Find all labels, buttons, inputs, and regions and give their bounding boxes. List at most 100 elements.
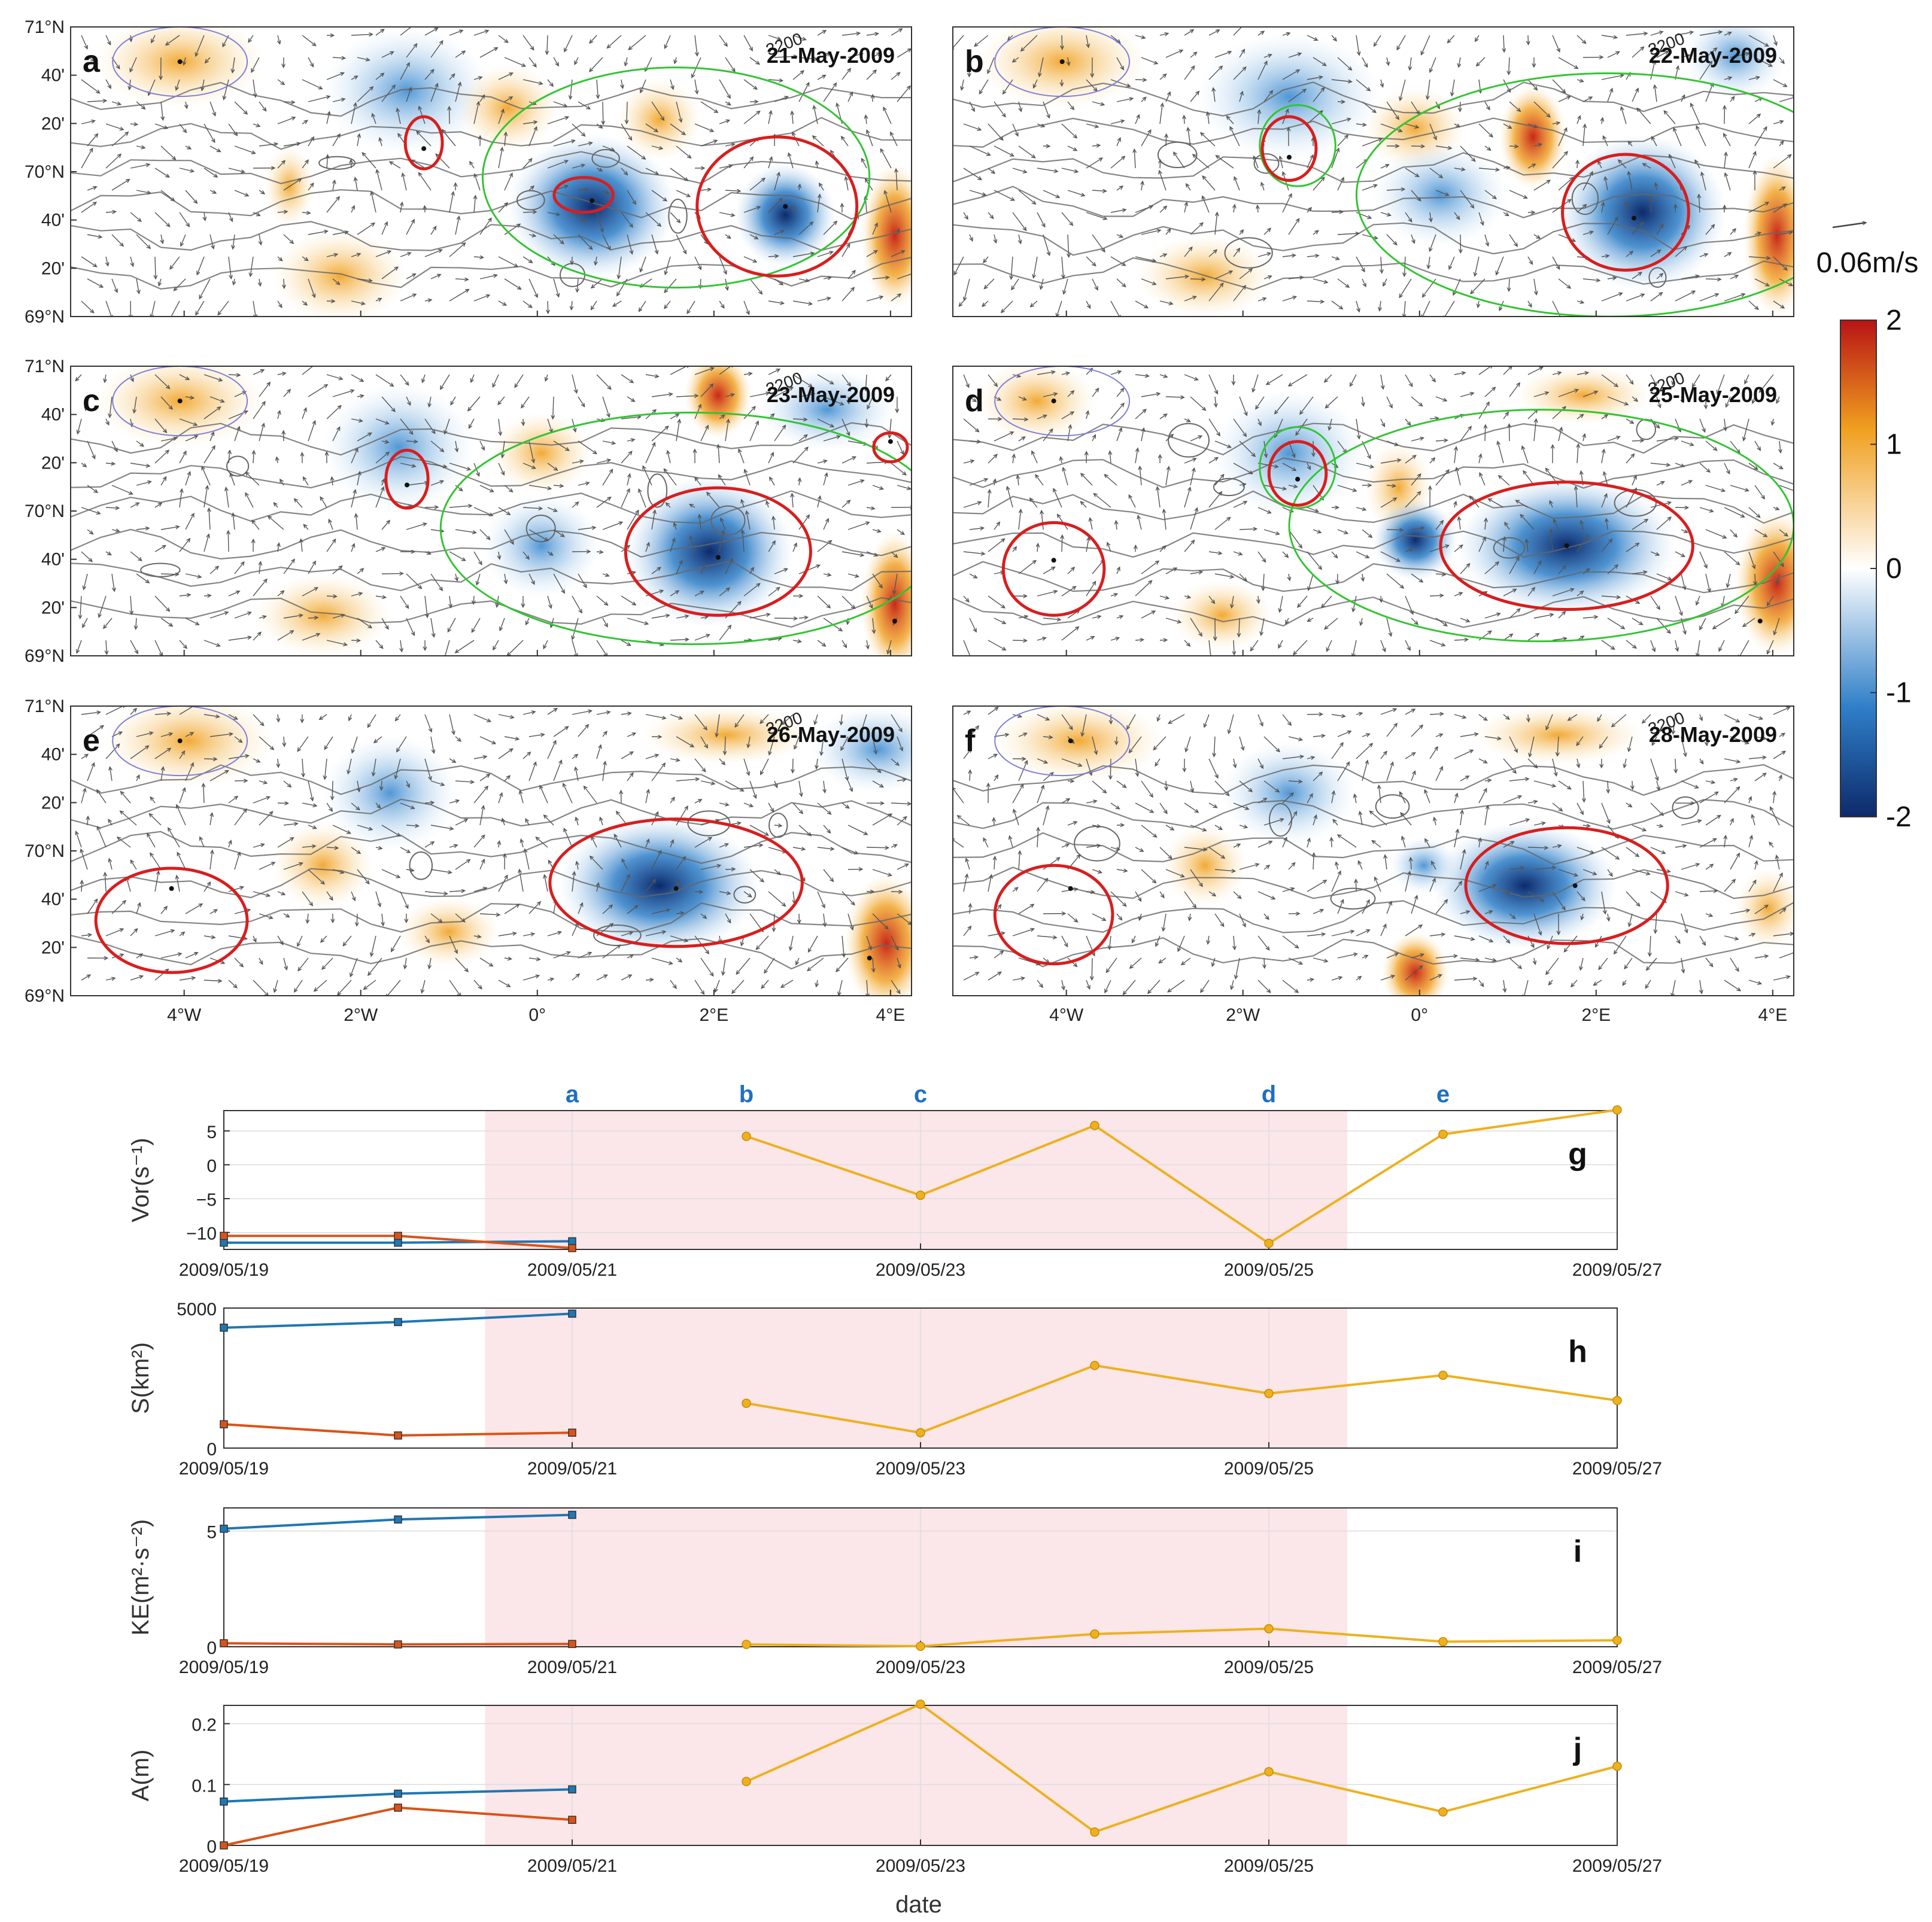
- velocity-arrow: [204, 212, 205, 220]
- velocity-arrow: [278, 35, 280, 44]
- velocity-arrow: [591, 300, 597, 309]
- velocity-arrow: [553, 141, 575, 147]
- bathymetry-loop: [1253, 153, 1280, 174]
- velocity-arrow: [1135, 35, 1145, 38]
- velocity-arrow: [523, 300, 532, 308]
- data-point: [220, 1797, 228, 1806]
- velocity-arrow: [136, 234, 150, 248]
- velocity-arrow: [196, 35, 205, 56]
- velocity-arrow: [1650, 32, 1663, 36]
- velocity-arrow: [154, 168, 169, 177]
- velocity-arrow: [455, 217, 459, 235]
- x-tick-label: 2009/05/25: [1224, 1658, 1314, 1677]
- velocity-arrow: [676, 145, 691, 158]
- velocity-arrow: [725, 101, 731, 105]
- velocity-arrow: [479, 218, 491, 235]
- velocity-arrow: [179, 212, 189, 227]
- velocity-arrow: [111, 101, 121, 105]
- velocity-arrow: [185, 146, 191, 149]
- velocity-arrow: [332, 232, 348, 235]
- time-series-panels: a b c d e 5 0 −5 −10 2009/05/19 2009/05/21 2009/05/…: [127, 1081, 1662, 1876]
- velocity-arrow: [700, 234, 707, 244]
- data-point: [568, 1815, 576, 1824]
- velocity-arrow: [1626, 34, 1647, 35]
- velocity-arrow: [768, 35, 780, 39]
- velocity-arrow: [602, 190, 609, 194]
- velocity-arrow: [327, 155, 328, 169]
- velocity-arrow: [381, 222, 387, 235]
- velocity-arrow: [1257, 31, 1264, 36]
- colorbar-tick-label: 1: [1886, 429, 1902, 461]
- velocity-arrow: [897, 229, 899, 235]
- velocity-arrow: [1773, 35, 1776, 45]
- data-point: [568, 1309, 576, 1318]
- lat-tick-label: 40': [41, 550, 65, 570]
- eddy-centre: [1572, 883, 1578, 889]
- y-tick-label: 0: [206, 1157, 217, 1176]
- velocity-arrow: [639, 300, 646, 311]
- panel-letter: f: [965, 723, 976, 758]
- velocity-arrow: [1601, 35, 1617, 38]
- lon-tick-label: 4°E: [876, 1005, 906, 1025]
- data-point: [1438, 1807, 1448, 1817]
- velocity-arrow: [302, 256, 308, 260]
- panel-date: 28-May-2009: [1649, 722, 1777, 747]
- vorticity-anomaly-6: [272, 229, 407, 317]
- velocity-arrow: [768, 300, 784, 303]
- velocity-arrow: [160, 145, 175, 160]
- velocity-arrow: [474, 196, 475, 213]
- velocity-arrow: [1184, 30, 1193, 36]
- velocity-arrow: [1012, 640, 1027, 641]
- velocity-arrow: [185, 190, 197, 203]
- data-point: [220, 1238, 228, 1247]
- lat-tick-label: 20': [41, 793, 65, 813]
- velocity-arrow: [590, 57, 603, 72]
- velocity-arrow: [232, 57, 235, 72]
- velocity-arrow: [498, 73, 513, 80]
- velocity-arrow: [253, 124, 260, 126]
- lat-tick-label: 40': [41, 745, 65, 765]
- velocity-arrow: [1208, 30, 1219, 36]
- velocity-arrow: [130, 57, 137, 72]
- velocity-arrow: [645, 123, 658, 132]
- velocity-arrow: [357, 278, 372, 281]
- velocity-arrow: [817, 298, 830, 302]
- velocity-arrow: [816, 161, 818, 169]
- velocity-arrow: [553, 101, 567, 107]
- velocity-arrow: [891, 29, 902, 36]
- data-point: [220, 1231, 228, 1240]
- velocity-arrow: [209, 190, 216, 193]
- x-tick-label: 2009/05/21: [527, 1459, 617, 1479]
- velocity-arrow: [577, 278, 578, 292]
- event-shading: [485, 1705, 1347, 1845]
- velocity-arrow: [1577, 160, 1578, 169]
- velocity-arrow: [406, 87, 411, 102]
- data-point: [568, 1640, 576, 1649]
- eddy-centre: [1287, 154, 1292, 160]
- velocity-arrow: [455, 83, 460, 102]
- data-point: [1612, 1761, 1622, 1771]
- ts-panel-g: 5 0 −5 −10 2009/05/19 2009/05/21 2009/05/23 200…: [127, 1105, 1662, 1280]
- velocity-arrow: [234, 101, 247, 114]
- anticyclone-outline: [112, 27, 248, 98]
- velocity-arrow: [351, 300, 364, 304]
- velocity-arrow: [390, 162, 401, 169]
- bathymetry-loop: [318, 156, 356, 170]
- velocity-arrow: [670, 123, 685, 135]
- velocity-arrow: [504, 224, 520, 235]
- velocity-arrow: [618, 256, 622, 278]
- velocity-arrow: [602, 234, 610, 250]
- velocity-arrow: [479, 95, 484, 102]
- velocity-arrow: [1258, 595, 1259, 603]
- velocity-arrow: [277, 300, 282, 308]
- lat-tick-label: 71°N: [25, 17, 65, 37]
- data-point: [394, 1515, 402, 1524]
- velocity-arrow: [578, 189, 588, 190]
- velocity-arrow: [253, 300, 256, 317]
- velocity-arrow: [332, 134, 340, 147]
- eddy-centre: [590, 198, 595, 203]
- velocity-arrow: [953, 35, 964, 50]
